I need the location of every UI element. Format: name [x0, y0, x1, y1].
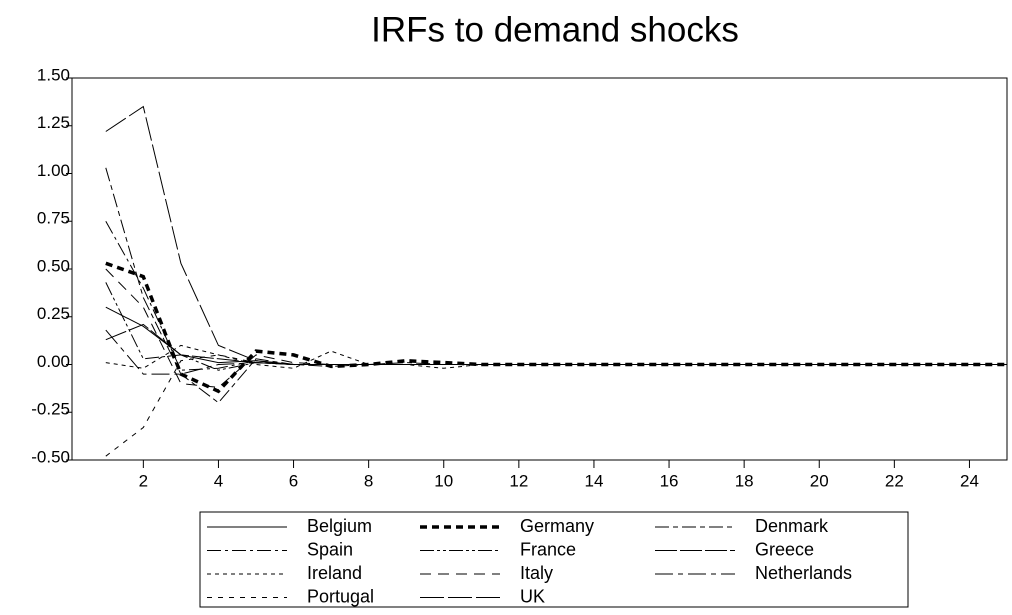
y-tick-label: 0.75 — [37, 209, 70, 228]
legend-label: Germany — [520, 516, 594, 536]
x-tick-label: 24 — [960, 471, 979, 490]
legend-label: Belgium — [307, 516, 372, 536]
legend-label: Ireland — [307, 563, 362, 583]
x-tick-label: 22 — [885, 471, 904, 490]
legend-label: Greece — [755, 539, 814, 559]
legend-label: Denmark — [755, 516, 829, 536]
series-line — [105, 323, 1007, 365]
plot-frame — [71, 77, 1008, 461]
legend-box — [199, 511, 909, 608]
y-tick-label: 1.00 — [37, 161, 70, 180]
y-tick-label: -0.25 — [31, 400, 70, 419]
chart-title: IRFs to demand shocks — [371, 10, 739, 49]
y-tick-label: 0.25 — [37, 304, 70, 323]
x-tick-label: 8 — [364, 471, 373, 490]
series-line — [105, 354, 1007, 457]
x-tick-label: 14 — [584, 471, 603, 490]
legend-label: France — [520, 539, 576, 559]
series-line — [105, 105, 1007, 365]
x-tick-label: 4 — [214, 471, 223, 490]
x-tick-label: 16 — [660, 471, 679, 490]
legend-label: UK — [520, 586, 545, 606]
y-tick-label: 1.25 — [37, 113, 70, 132]
series-line — [105, 306, 1007, 365]
x-tick-label: 10 — [434, 471, 453, 490]
legend-label: Spain — [307, 539, 353, 559]
x-tick-label: 12 — [509, 471, 528, 490]
y-tick-label: -0.50 — [31, 447, 70, 466]
x-tick-label: 20 — [810, 471, 829, 490]
series-line — [105, 221, 1007, 371]
y-tick-label: 0.50 — [37, 256, 70, 275]
legend-label: Italy — [520, 563, 553, 583]
series-line — [105, 261, 1007, 394]
series-line — [105, 282, 1007, 371]
x-tick-label: 18 — [735, 471, 754, 490]
x-tick-label: 2 — [139, 471, 148, 490]
x-tick-label: 6 — [289, 471, 298, 490]
y-tick-label: 1.50 — [37, 65, 70, 84]
legend-label: Portugal — [307, 586, 374, 606]
legend-label: Netherlands — [755, 563, 852, 583]
y-tick-label: 0.00 — [37, 352, 70, 371]
